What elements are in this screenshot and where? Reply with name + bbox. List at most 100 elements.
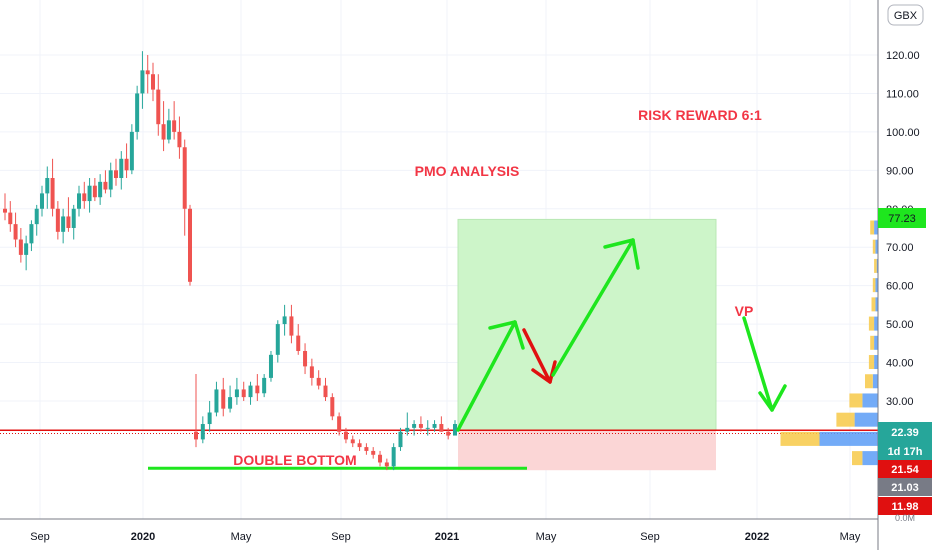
candle-body[interactable]	[234, 389, 239, 398]
candle-body[interactable]	[439, 424, 444, 432]
candle-body[interactable]	[207, 412, 212, 425]
candle-body[interactable]	[350, 439, 355, 444]
price-tick-label: 50.00	[886, 319, 914, 331]
candle-body[interactable]	[66, 216, 71, 228]
candle-body[interactable]	[61, 216, 66, 232]
candle-body[interactable]	[255, 385, 260, 394]
candle-body[interactable]	[24, 243, 29, 255]
badge-countdown-bg	[878, 442, 932, 460]
candle-body[interactable]	[177, 131, 182, 148]
candle-body[interactable]	[323, 385, 328, 398]
candle-body[interactable]	[166, 120, 171, 140]
candle-body[interactable]	[77, 193, 81, 209]
candle-body[interactable]	[200, 424, 205, 440]
volume-profile-down-bar	[874, 316, 878, 331]
badge-target-text: 77.23	[888, 213, 916, 225]
candle-body[interactable]	[18, 239, 23, 255]
time-tick-label: Sep	[30, 531, 50, 543]
candle-body[interactable]	[412, 424, 417, 428]
candle-body[interactable]	[119, 158, 124, 179]
price-lines	[0, 429, 878, 470]
candles[interactable]	[3, 51, 457, 471]
badge-cut-label: 0.0M	[895, 513, 915, 523]
candle-body[interactable]	[8, 212, 13, 225]
candle-body[interactable]	[145, 70, 150, 75]
candle-body[interactable]	[71, 208, 76, 228]
candle-body[interactable]	[214, 389, 219, 413]
candle-body[interactable]	[316, 377, 321, 386]
volume-profile-up-bar	[870, 220, 875, 235]
candle-body[interactable]	[92, 185, 97, 198]
time-tick-label: 2021	[435, 531, 459, 543]
candle-body[interactable]	[228, 397, 233, 409]
loss-zone	[458, 430, 716, 471]
currency-button[interactable]: GBX	[887, 4, 924, 26]
candle-body[interactable]	[371, 450, 376, 455]
candle-body[interactable]	[453, 424, 457, 436]
volume-profile-down-bar	[875, 278, 878, 293]
candle-body[interactable]	[172, 120, 177, 132]
candle-body[interactable]	[114, 170, 118, 179]
candle-body[interactable]	[378, 454, 383, 463]
candle-body[interactable]	[156, 89, 161, 125]
candle-body[interactable]	[82, 193, 87, 202]
candle-body[interactable]	[343, 431, 348, 440]
candle-body[interactable]	[289, 316, 294, 336]
arrow-down	[522, 328, 552, 384]
candle-body[interactable]	[364, 447, 369, 451]
candle-body[interactable]	[151, 74, 155, 90]
badge-current-text: 22.39	[891, 427, 919, 439]
candle-body[interactable]	[357, 443, 362, 448]
candle-body[interactable]	[108, 170, 113, 190]
price-tick-label: 110.00	[886, 88, 919, 100]
candle-body[interactable]	[45, 178, 50, 194]
candle-body[interactable]	[248, 385, 253, 398]
candle-body[interactable]	[241, 389, 246, 398]
candle-body[interactable]	[221, 389, 226, 409]
time-tick-label: Sep	[331, 531, 351, 543]
candle-body[interactable]	[384, 462, 389, 467]
candle-body[interactable]	[268, 354, 273, 378]
badge-low-level-text: 11.98	[892, 501, 919, 513]
candle-body[interactable]	[87, 185, 92, 202]
candle-body[interactable]	[418, 424, 423, 428]
candle-body[interactable]	[398, 431, 403, 448]
candle-body[interactable]	[29, 224, 34, 244]
candle-body[interactable]	[129, 131, 134, 171]
volume-profile-down-bar	[854, 412, 878, 427]
candle-body[interactable]	[135, 93, 140, 132]
candle-body[interactable]	[103, 181, 108, 190]
candle-body[interactable]	[194, 431, 198, 440]
candle-body[interactable]	[34, 208, 39, 225]
candle-body[interactable]	[182, 147, 187, 209]
candle-body[interactable]	[40, 193, 44, 209]
candle-body[interactable]	[446, 431, 451, 436]
arrow-up-1	[456, 320, 517, 432]
candle-body[interactable]	[282, 316, 287, 325]
time-axis[interactable]: Sep 2020 May Sep 2021 May Sep 2022 May	[30, 531, 861, 543]
candle-body[interactable]	[391, 447, 396, 467]
candle-body[interactable]	[98, 181, 103, 198]
candle-body[interactable]	[432, 424, 437, 428]
candle-body[interactable]	[330, 397, 335, 417]
candle-body[interactable]	[3, 208, 7, 213]
candle-body[interactable]	[161, 124, 166, 140]
candle-body[interactable]	[50, 178, 55, 209]
candle-body[interactable]	[296, 335, 301, 351]
candle-body[interactable]	[337, 416, 342, 432]
candle-body[interactable]	[140, 70, 145, 94]
candle-body[interactable]	[188, 208, 192, 282]
candle-body[interactable]	[309, 366, 314, 378]
vp-label: VP	[735, 303, 754, 319]
candle-body[interactable]	[405, 427, 410, 432]
volume-profile-down-bar	[872, 374, 878, 389]
candle-body[interactable]	[124, 158, 129, 171]
candle-body[interactable]	[55, 208, 60, 232]
candle-body[interactable]	[425, 427, 430, 429]
candle-body[interactable]	[275, 324, 280, 355]
candle-body[interactable]	[303, 350, 308, 367]
candle-body[interactable]	[262, 377, 267, 394]
candle-body[interactable]	[13, 224, 18, 240]
